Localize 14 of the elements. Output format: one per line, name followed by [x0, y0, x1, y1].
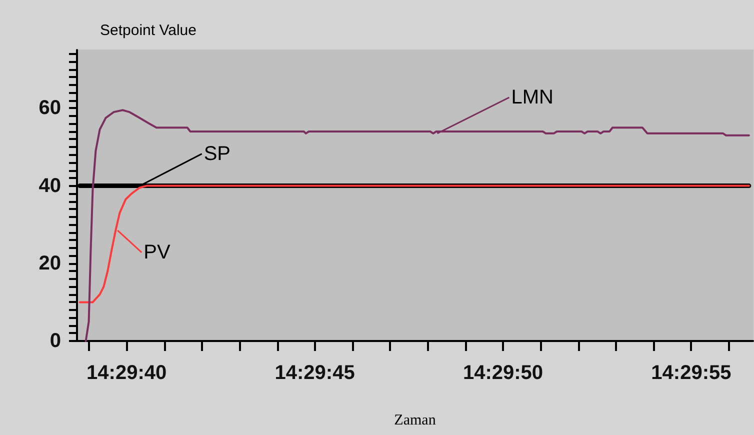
chart-title: Setpoint Value — [100, 22, 196, 39]
x-tick-label: 14:29:50 — [462, 362, 544, 384]
series-label: LMN — [511, 86, 554, 108]
series-label: SP — [204, 142, 231, 165]
line-series — [78, 184, 750, 304]
x-tick-label: 14:29:40 — [86, 362, 167, 384]
x-tick-label: 14:29:45 — [274, 362, 355, 384]
y-tick-label: 40 — [38, 174, 61, 197]
y-tick-label: 20 — [38, 252, 61, 274]
y-tick-label: 0 — [50, 330, 61, 352]
y-tick-label: 60 — [38, 97, 61, 120]
x-axis-title: Zaman — [394, 412, 436, 428]
legend-label: PV — [144, 241, 171, 264]
x-tick-label: 14:29:55 — [651, 362, 732, 384]
